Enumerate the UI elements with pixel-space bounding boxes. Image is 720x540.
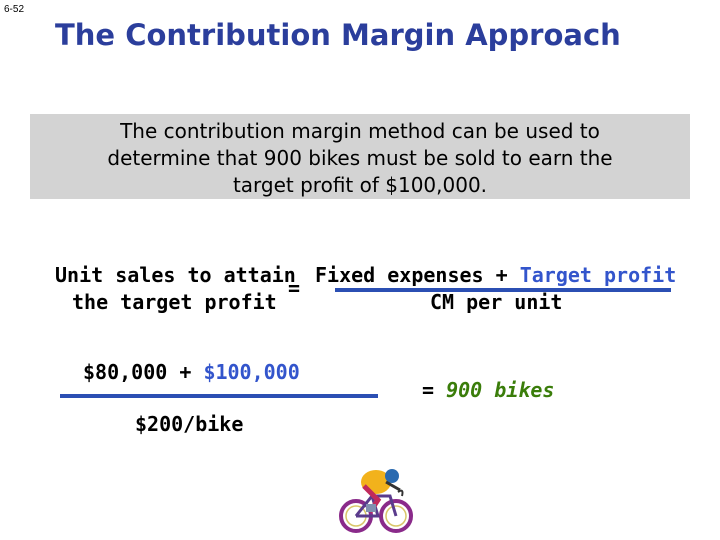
formula-denominator: CM per unit [430, 290, 563, 314]
formula-lhs-line1: Unit sales to attain [55, 263, 296, 287]
callout-text: The contribution margin method can be us… [30, 118, 690, 199]
result: = 900 bikes [422, 378, 554, 402]
calculation-denominator: $200/bike [135, 412, 244, 436]
formula-target-profit: Target profit [519, 263, 677, 287]
calculation-fraction-bar [60, 394, 378, 398]
formula-plus-sign: + [495, 263, 508, 287]
formula-equals-sign: = [288, 276, 301, 300]
calculation-plus-sign: + [179, 360, 192, 384]
slide-number: 6-52 [4, 4, 25, 15]
formula-fixed-expenses: Fixed expenses [315, 263, 484, 287]
cyclist-clipart-icon [332, 462, 418, 536]
result-equals-sign: = [422, 378, 435, 402]
callout-line-3: target profit of $100,000. [232, 173, 488, 197]
result-value: 900 bikes [446, 378, 555, 402]
formula-fraction-bar [335, 288, 671, 292]
callout-line-1: The contribution margin method can be us… [120, 119, 600, 143]
calculation-numerator: $80,000 + $100,000 [83, 360, 300, 384]
callout-box: The contribution margin method can be us… [30, 114, 690, 199]
callout-line-2: determine that 900 bikes must be sold to… [107, 146, 613, 170]
formula-numerator: Fixed expenses + Target profit [315, 263, 676, 287]
calculation-target: $100,000 [203, 360, 300, 384]
calculation-fixed: $80,000 [83, 360, 168, 384]
formula-lhs-line2: the target profit [72, 290, 277, 314]
page-title: The Contribution Margin Approach [55, 18, 621, 52]
